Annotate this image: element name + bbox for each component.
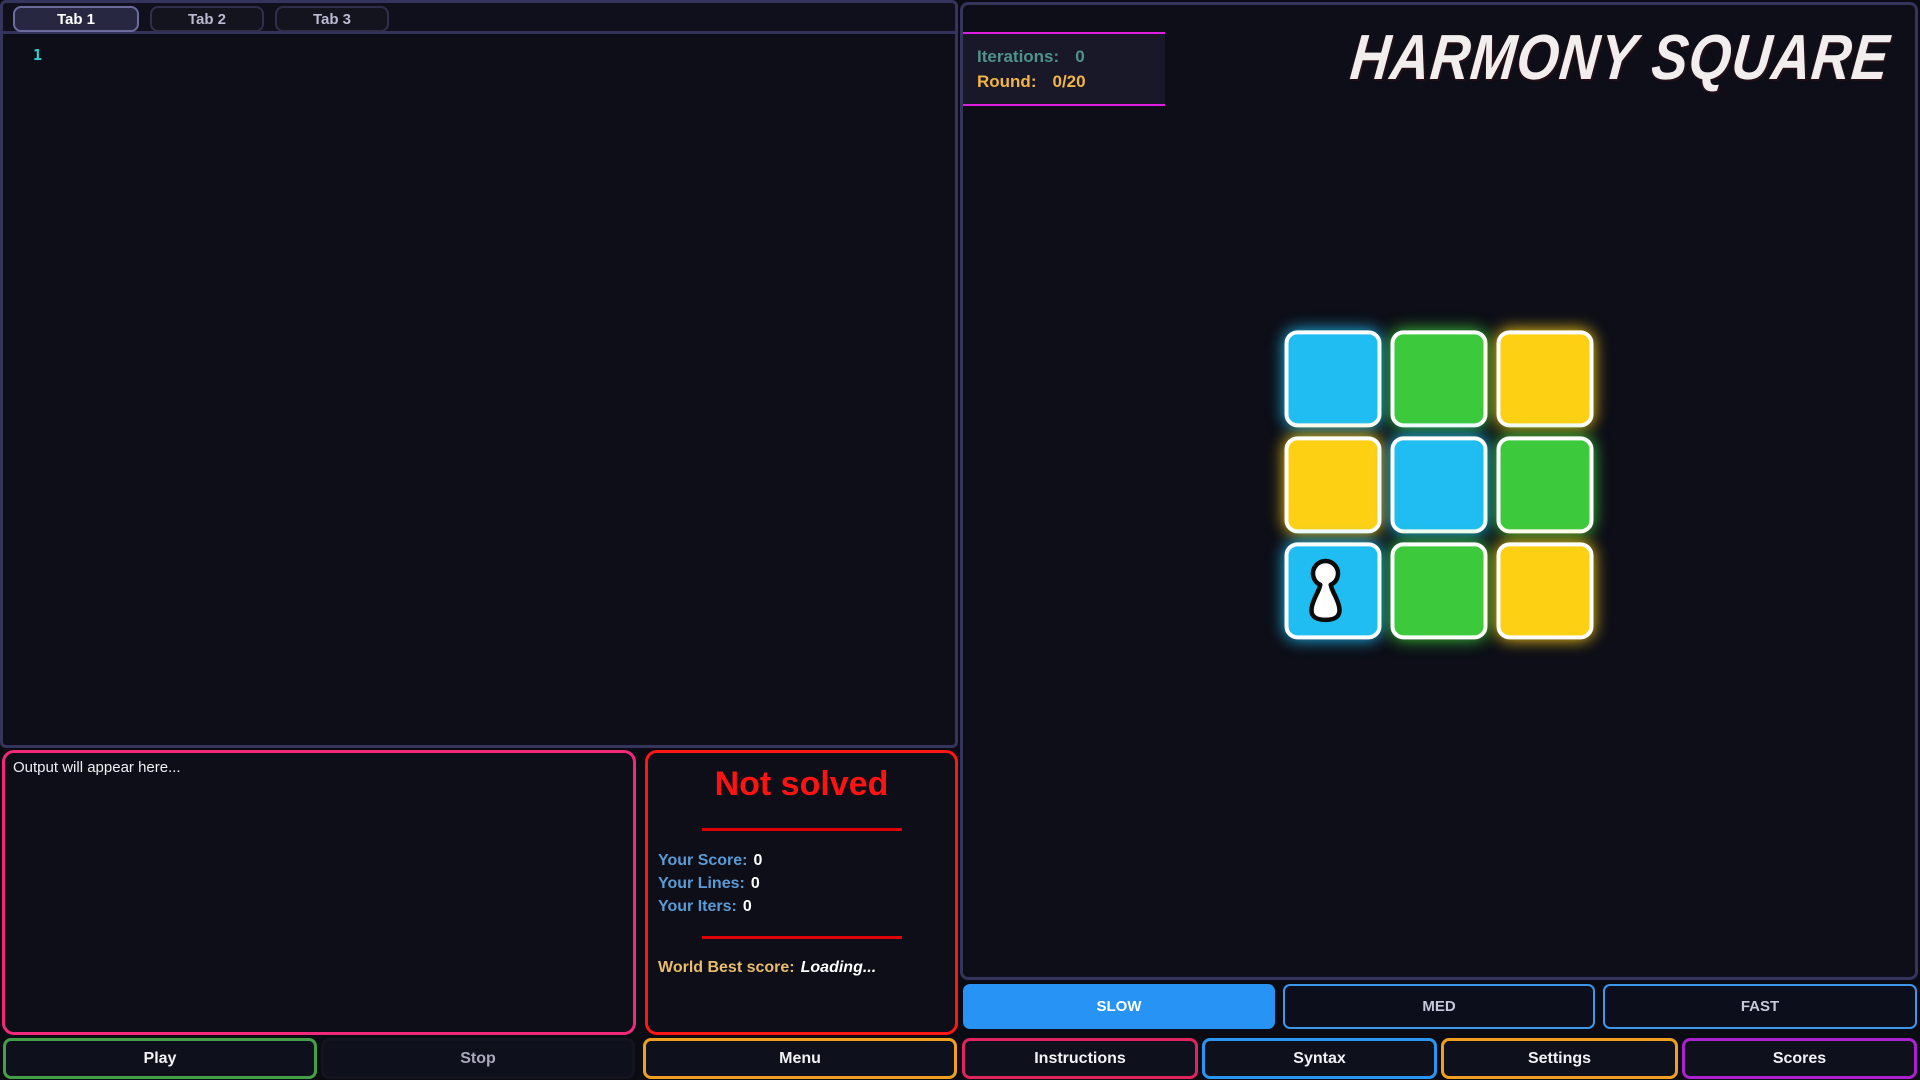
stats-box: Iterations: 0 Round: 0/20 [963, 32, 1165, 106]
scores-button[interactable]: Scores [1682, 1038, 1917, 1079]
game-area: Iterations: 0 Round: 0/20 HARMONY SQUARE [960, 2, 1918, 980]
board-tile [1284, 330, 1382, 428]
player-pawn-icon [1309, 558, 1342, 623]
score-row: Your Lines: 0 [656, 872, 947, 895]
iterations-label: Iterations: [977, 47, 1060, 66]
board-tile [1390, 436, 1488, 534]
your-score-value: 0 [753, 852, 763, 869]
menu-button[interactable]: Menu [643, 1038, 957, 1079]
score-row: Your Score: 0 [656, 849, 947, 872]
tab-2[interactable]: Tab 2 [150, 6, 264, 32]
score-row: Your Iters: 0 [656, 895, 947, 918]
world-best-row: World Best score: Loading... [656, 959, 947, 977]
iterations-line: Iterations: 0 [977, 44, 1165, 69]
instructions-button[interactable]: Instructions [962, 1038, 1198, 1079]
output-placeholder-text: Output will appear here... [13, 759, 181, 776]
your-iters-value: 0 [742, 898, 752, 915]
settings-button[interactable]: Settings [1441, 1038, 1678, 1079]
board-tile [1390, 330, 1488, 428]
solved-status: Not solved [714, 765, 889, 803]
play-button[interactable]: Play [3, 1038, 317, 1079]
round-label: Round: [977, 72, 1037, 91]
speed-slow-button[interactable]: SLOW [963, 984, 1275, 1029]
board-tile [1496, 542, 1594, 640]
game-title: HARMONY SQUARE [1347, 22, 1893, 93]
editor-line-number: 1 [33, 46, 43, 64]
score-panel: Not solved Your Score: 0 Your Lines: 0 You… [645, 750, 958, 1035]
round-value: 0/20 [1052, 72, 1086, 91]
divider-line [701, 828, 902, 831]
board-tile [1390, 542, 1488, 640]
game-board [1284, 330, 1594, 640]
divider-line [701, 936, 902, 939]
world-best-value: Loading... [800, 959, 877, 976]
your-iters-label: Your Iters: [658, 898, 737, 915]
syntax-button[interactable]: Syntax [1202, 1038, 1437, 1079]
your-lines-label: Your Lines: [658, 875, 745, 892]
board-tile [1496, 436, 1594, 534]
speed-med-button[interactable]: MED [1283, 984, 1595, 1029]
board-tile [1284, 436, 1382, 534]
round-line: Round: 0/20 [977, 69, 1165, 94]
tab-1[interactable]: Tab 1 [13, 6, 139, 32]
output-panel: Output will appear here... [2, 750, 636, 1035]
tab-3[interactable]: Tab 3 [275, 6, 389, 32]
board-tile [1496, 330, 1594, 428]
board-tile [1284, 542, 1382, 640]
world-best-label: World Best score: [658, 959, 795, 976]
your-score-label: Your Score: [658, 852, 748, 869]
code-editor-panel[interactable]: Tab 1 Tab 2 Tab 3 1 [0, 0, 958, 748]
iterations-value: 0 [1075, 47, 1085, 66]
your-lines-value: 0 [750, 875, 760, 892]
speed-fast-button[interactable]: FAST [1603, 984, 1917, 1029]
editor-tab-bar: Tab 1 Tab 2 Tab 3 [3, 3, 955, 34]
stop-button[interactable]: Stop [321, 1038, 635, 1079]
